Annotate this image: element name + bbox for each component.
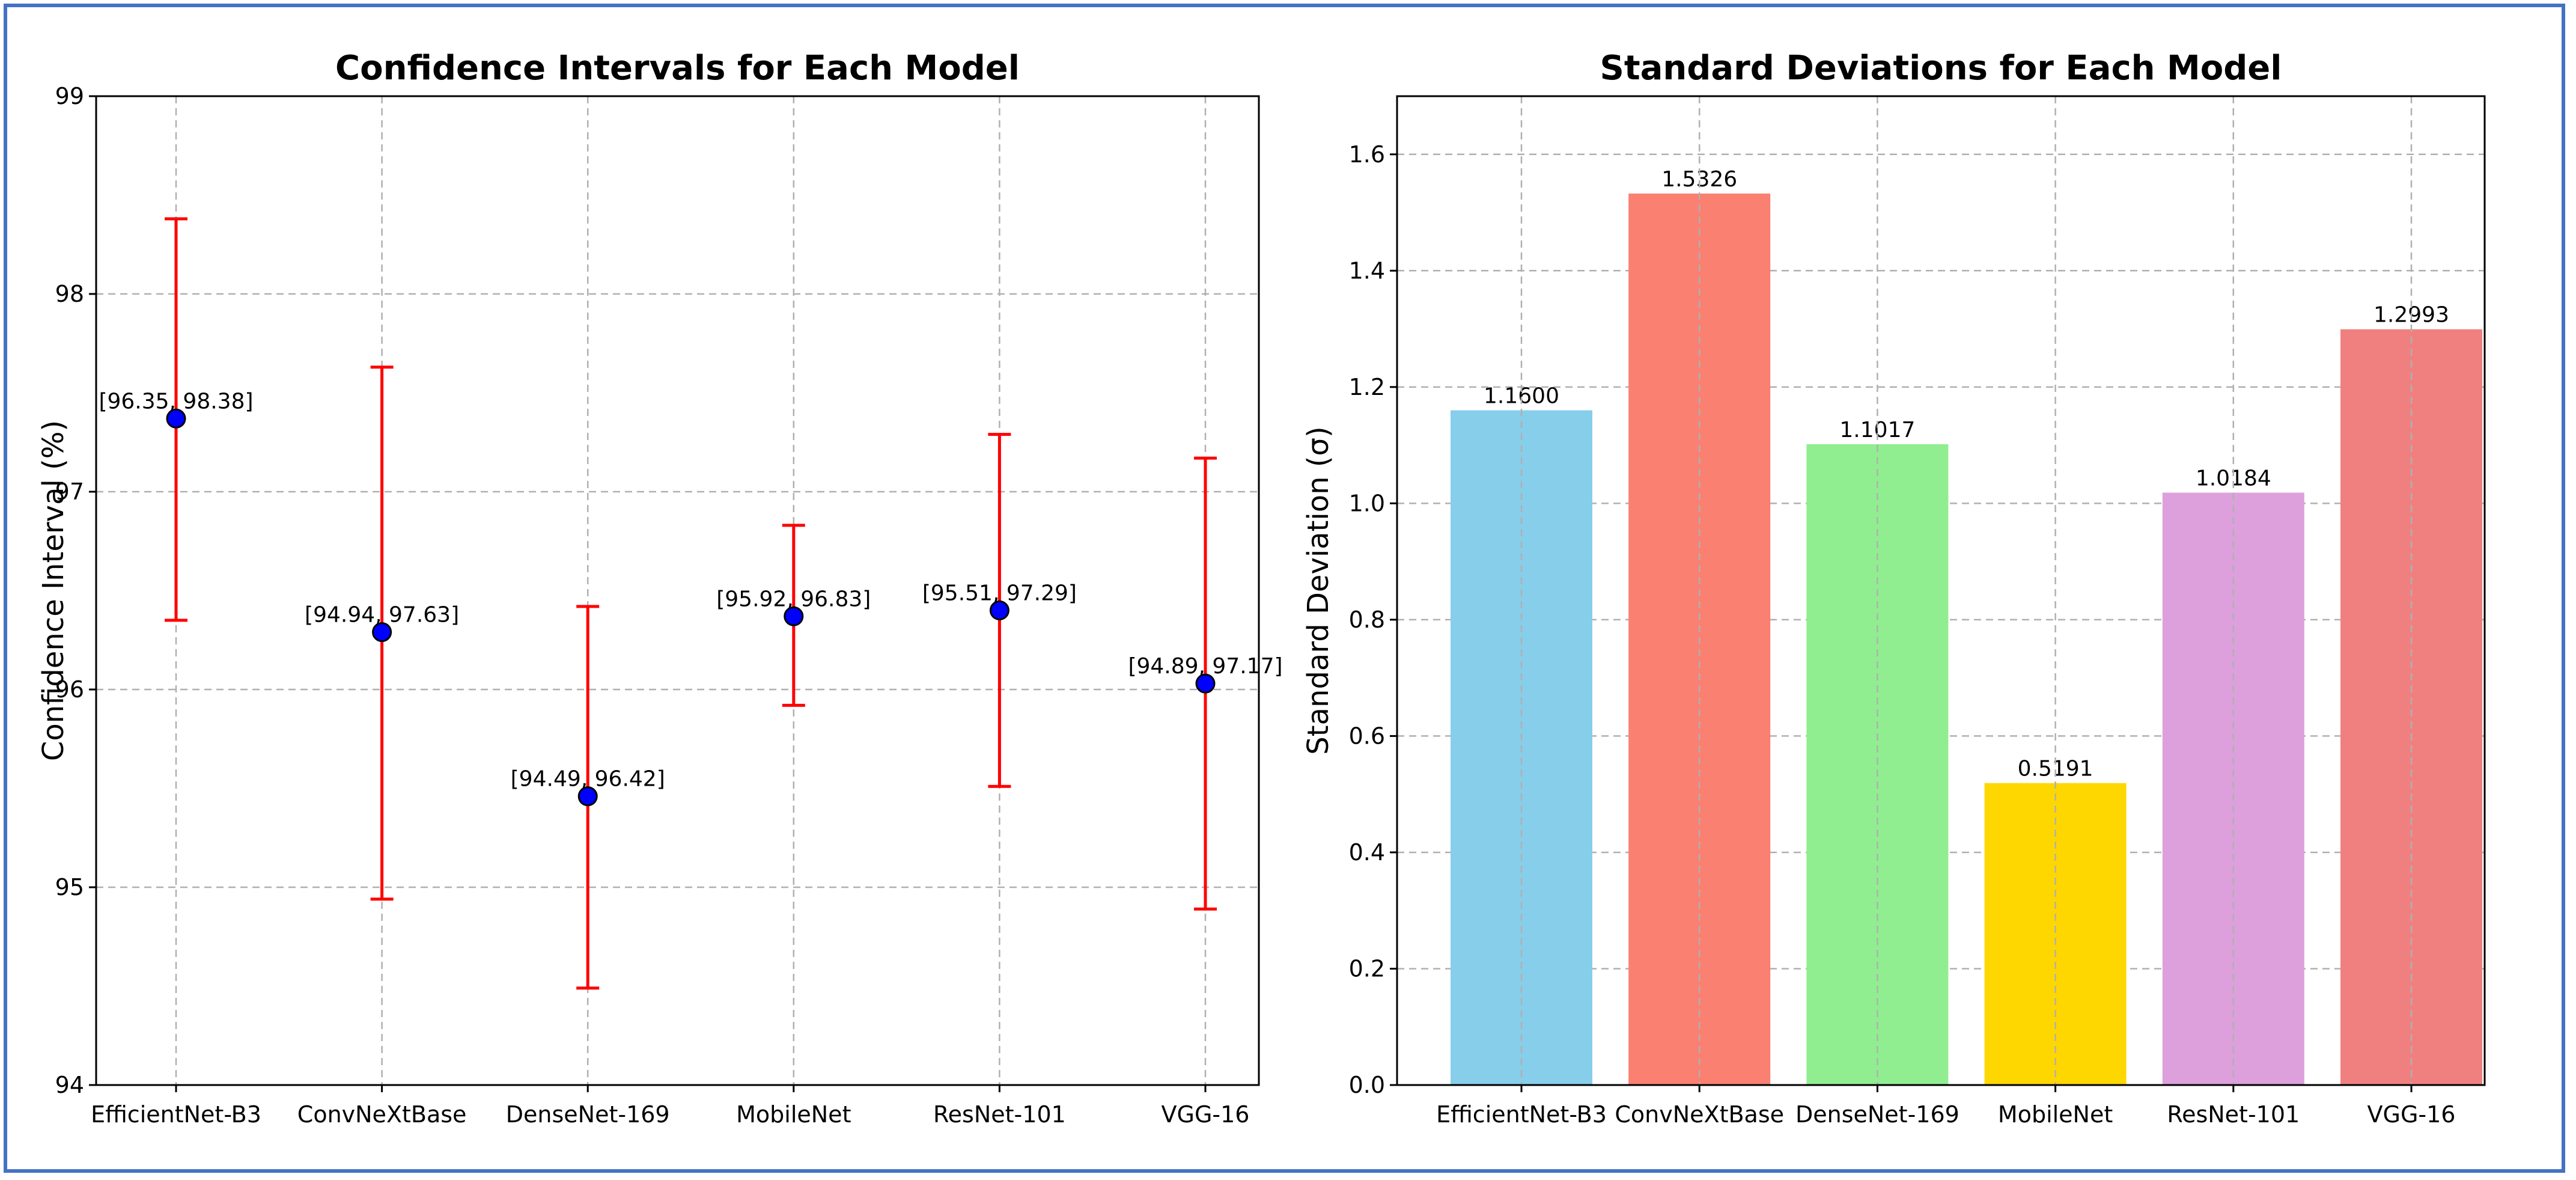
- right-y-tick-label: 1.0: [1349, 490, 1385, 516]
- left-y-tick-label: 99: [55, 83, 84, 109]
- interval-label: [96.35, 98.38]: [99, 389, 253, 414]
- left-chart-axes-frame: [95, 95, 1260, 1086]
- interval-label: [94.49, 96.42]: [511, 767, 665, 792]
- left-x-tick-label: DenseNet-169: [506, 1101, 670, 1128]
- mean-point: [784, 606, 804, 626]
- right-x-tick-label: MobileNet: [1998, 1101, 2113, 1128]
- interval-label: [95.92, 96.83]: [716, 587, 871, 611]
- mean-point: [577, 786, 598, 807]
- left-y-tick-label: 98: [55, 281, 84, 307]
- left-x-tick-label: ConvNeXtBase: [297, 1101, 467, 1128]
- figure-frame: [4, 4, 2565, 1173]
- right-y-tick-label: 0.2: [1349, 955, 1385, 982]
- left-x-tick-label: VGG-16: [1162, 1101, 1250, 1128]
- right-y-tick-label: 0.0: [1349, 1072, 1385, 1098]
- right-chart-axes-frame: [1396, 95, 2486, 1086]
- right-x-tick-label: EfficientNet-B3: [1436, 1101, 1607, 1128]
- right-y-tick-label: 0.6: [1349, 723, 1385, 749]
- left-chart-title: Confidence Intervals for Each Model: [335, 49, 1020, 88]
- confidence-interval-chart: Confidence Intervals for Each Model Conf…: [37, 49, 1283, 1128]
- left-x-tick-label: ResNet-101: [933, 1101, 1066, 1128]
- left-y-tick-label: 97: [55, 478, 84, 505]
- left-y-tick-label: 96: [55, 676, 84, 703]
- left-chart-grid: [96, 95, 1259, 1086]
- left-chart-marks: [96.35, 98.38] [94.94, 97.63] [94.49, 96.4…: [99, 217, 1283, 990]
- interval-label: [94.94, 97.63]: [305, 603, 459, 628]
- right-y-tick-label: 0.4: [1349, 839, 1385, 866]
- left-chart-y-axis-label: Confidence Interval (%): [37, 420, 70, 761]
- left-y-tick-label: 95: [55, 874, 84, 900]
- std-bar: [2340, 329, 2482, 1085]
- right-chart-grid-overlay: [1520, 96, 2413, 1085]
- left-chart-ticks: 94 95 96 97 98 99 EfficientNet-B3 ConvNeXtBase D…: [55, 83, 1250, 1128]
- mean-point: [989, 600, 1009, 620]
- mean-point: [1195, 673, 1216, 694]
- left-y-tick-label: 94: [55, 1072, 84, 1098]
- mean-point: [372, 622, 392, 643]
- right-y-tick-label: 1.4: [1349, 257, 1385, 284]
- right-chart-ticks: 0.0 0.2 0.4 0.6 0.8 1.0 1.2 1.4 1.6 EfficientNet-…: [1349, 141, 2456, 1128]
- right-chart-y-axis-label: Standard Deviation (σ): [1302, 426, 1335, 754]
- interval-label: [95.51, 97.29]: [922, 581, 1077, 605]
- right-y-tick-label: 0.8: [1349, 607, 1385, 633]
- left-x-tick-label: EfficientNet-B3: [91, 1101, 261, 1128]
- right-y-tick-label: 1.6: [1349, 141, 1385, 168]
- interval-label: [94.89, 97.17]: [1128, 654, 1282, 679]
- right-x-tick-label: VGG-16: [2367, 1101, 2456, 1128]
- mean-point: [166, 408, 186, 429]
- std-deviation-chart: Standard Deviations for Each Model Stand…: [1302, 49, 2486, 1128]
- right-x-tick-label: DenseNet-169: [1795, 1101, 1959, 1128]
- left-x-tick-label: MobileNet: [736, 1101, 851, 1128]
- right-chart-title: Standard Deviations for Each Model: [1600, 49, 2282, 88]
- right-x-tick-label: ConvNeXtBase: [1615, 1101, 1784, 1128]
- right-x-tick-label: ResNet-101: [2167, 1101, 2300, 1128]
- right-y-tick-label: 1.2: [1349, 374, 1385, 400]
